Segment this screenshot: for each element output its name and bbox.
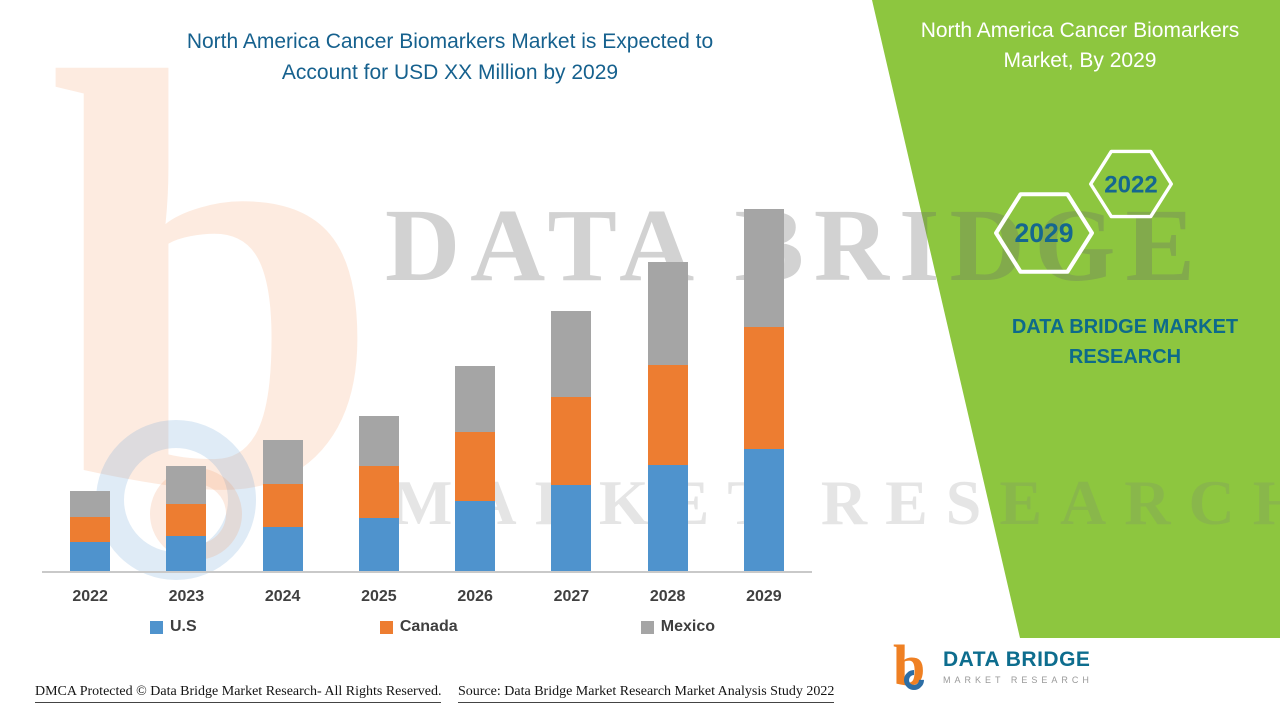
hexagon-outline [1089,149,1173,219]
legend-item-canada: Canada [379,618,458,636]
bar-plot [42,205,812,571]
legend: U.S Canada Mexico [150,618,715,636]
x-axis-line [42,571,812,573]
logo-text-sub: MARKET RESEARCH [943,674,1093,685]
bar-group-2023 [166,466,207,571]
bar-segment-us-2022 [70,542,111,571]
bar-segment-mexico-2027 [551,311,592,397]
bar-segment-canada-2024 [262,484,303,527]
hexagon-label-2029: 2029 [1015,218,1074,248]
bar-segment-us-2029 [743,449,784,571]
bar-segment-canada-2025 [358,466,399,518]
bar-segment-mexico-2028 [647,262,688,365]
hexagon-label-2022: 2022 [1104,172,1157,199]
logo-b-icon: b [893,633,933,698]
x-axis-label-2026: 2026 [457,588,493,605]
legend-swatch [379,620,393,634]
brand-line1: DATA BRIDGE MARKET [1011,316,1239,338]
logo-text-block: DATA BRIDGE MARKET RESEARCH [943,648,1093,685]
logo-text-main: DATA BRIDGE [943,647,1091,671]
x-axis-label-2024: 2024 [264,588,301,605]
x-axis-label-2025: 2025 [361,588,397,605]
bar-group-2026 [455,366,496,571]
dmca-notice: DMCA Protected © Data Bridge Market Rese… [35,684,442,703]
bar-group-2028 [647,262,688,571]
legend-label: Mexico [660,618,715,635]
x-axis-label-2028: 2028 [649,588,686,605]
bar-segment-canada-2022 [70,517,111,542]
legend-swatch [150,620,163,634]
bar-segment-mexico-2022 [70,491,111,517]
bar-segment-us-2028 [647,465,688,571]
bar-segment-canada-2026 [455,432,496,501]
source-note: Source: Data Bridge Market Research Mark… [458,684,835,703]
right-panel-title: North America Cancer Biomarkers Market, … [920,19,1240,72]
bar-segment-us-2027 [551,485,592,571]
bar-group-2027 [551,311,592,571]
hexagon-badge-2029: 2029 [994,192,1094,274]
hexagon-outline [994,192,1094,274]
legend-swatch [640,620,654,634]
legend-label: U.S [170,618,197,635]
bar-group-2029 [743,209,784,571]
x-axis-labels: 2022 2023 2024 2025 2026 2027 2028 2029 [42,588,812,606]
bar-segment-us-2025 [358,518,399,571]
bar-segment-mexico-2024 [262,440,303,484]
bar-group-2022 [70,491,111,571]
legend-item-us: U.S [150,618,197,636]
bar-segment-us-2024 [262,527,303,571]
bar-group-2024 [262,440,303,571]
logo-b-letter: b [893,633,926,698]
x-axis-label-2027: 2027 [553,588,590,605]
bar-segment-canada-2028 [647,365,688,465]
x-axis-label-2022: 2022 [72,588,108,605]
bar-segment-mexico-2025 [358,416,399,466]
bar-segment-canada-2027 [551,397,592,485]
bar-segment-canada-2023 [166,504,207,536]
legend-item-mexico: Mexico [640,618,715,636]
x-axis-label-2029: 2029 [746,588,782,605]
brand-wordmark: DATA BRIDGE MARKET RESEARCH [960,312,1280,372]
bar-segment-mexico-2026 [455,366,496,432]
bar-segment-us-2026 [455,501,496,571]
brand-line2: RESEARCH [1068,346,1182,368]
bar-segment-mexico-2029 [743,209,784,327]
bar-segment-mexico-2023 [166,466,207,504]
bar-segment-us-2023 [166,536,207,571]
legend-label: Canada [399,618,458,635]
chart-title-line1: North America Cancer Biomarkers Market i… [186,30,714,53]
bar-segment-canada-2029 [743,327,784,449]
hexagon-badge-2022: 2022 [1089,149,1173,219]
chart-title: North America Cancer Biomarkers Market i… [0,26,900,88]
bar-group-2025 [358,416,399,571]
company-logo: b DATA BRIDGE MARKET RESEARCH [893,633,1093,698]
x-axis-label-2023: 2023 [168,588,205,605]
chart-title-line2: Account for USD XX Million by 2029 [281,61,619,84]
